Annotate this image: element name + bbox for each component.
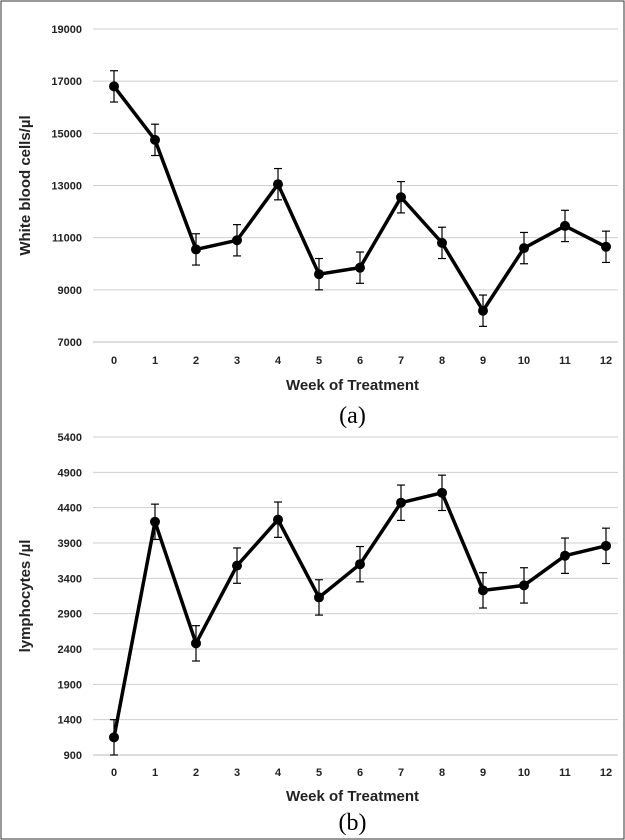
y-tick-label: 17000 <box>51 76 82 88</box>
data-point <box>560 220 570 231</box>
data-point <box>109 732 119 743</box>
y-tick-labels-a: 7000 9000 11000 13000 15000 17000 19000 <box>51 24 82 349</box>
x-tick-label: 4 <box>275 355 282 367</box>
data-points-b <box>109 487 611 743</box>
x-tick-label: 7 <box>398 355 404 367</box>
x-tick-label: 3 <box>234 767 240 779</box>
y-tick-label: 4400 <box>58 503 82 515</box>
x-tick-labels-b: 0 1 2 3 4 5 6 7 8 9 10 11 12 <box>111 767 612 779</box>
data-point <box>191 244 201 255</box>
panel-label-a: (a) <box>339 403 366 429</box>
x-axis-title-b: Week of Treatment <box>286 788 419 805</box>
x-tick-label: 10 <box>518 767 530 779</box>
data-point <box>478 585 488 596</box>
data-point <box>150 134 160 145</box>
data-point <box>109 81 119 92</box>
data-point <box>560 550 570 561</box>
x-axis-title-a: Week of Treatment <box>286 377 419 394</box>
data-point <box>355 262 365 273</box>
x-tick-label: 8 <box>439 355 445 367</box>
y-tick-label: 2400 <box>58 644 82 656</box>
y-tick-label: 4900 <box>58 467 82 479</box>
y-tick-label: 3400 <box>58 573 82 585</box>
x-tick-label: 2 <box>193 767 199 779</box>
data-point <box>314 269 324 280</box>
panel-label-b: (b) <box>339 810 367 836</box>
x-tick-label: 11 <box>559 767 571 779</box>
gridlines-b <box>93 436 618 756</box>
x-tick-label: 10 <box>518 355 530 367</box>
data-point <box>519 580 529 591</box>
data-point <box>437 237 447 248</box>
x-tick-label: 11 <box>559 355 571 367</box>
y-tick-label: 7000 <box>58 337 82 349</box>
x-tick-label: 4 <box>275 767 282 779</box>
x-tick-label: 9 <box>480 767 486 779</box>
y-tick-label: 11000 <box>52 233 82 245</box>
y-axis-title-a: White blood cells/µl <box>17 115 34 255</box>
x-tick-label: 0 <box>111 355 117 367</box>
x-tick-label: 9 <box>480 355 486 367</box>
y-tick-labels-b: 900 1400 1900 2400 2900 3400 3900 4400 4900 5400 <box>58 432 82 762</box>
data-point <box>519 243 529 254</box>
data-point <box>314 592 324 603</box>
data-point <box>273 179 283 190</box>
x-tick-label: 6 <box>357 767 363 779</box>
y-tick-label: 1400 <box>58 715 82 727</box>
y-tick-label: 2900 <box>58 609 82 621</box>
y-tick-label: 9000 <box>58 285 82 297</box>
chart-lymphocytes: 900140019002400290034003900440049005400 … <box>17 432 618 836</box>
x-tick-label: 3 <box>234 355 240 367</box>
data-point <box>437 487 447 498</box>
x-tick-label: 0 <box>111 767 117 779</box>
data-point <box>396 497 406 508</box>
x-tick-label: 6 <box>357 355 363 367</box>
x-tick-label: 5 <box>316 355 322 367</box>
x-tick-label: 8 <box>439 767 445 779</box>
data-points-a <box>109 81 611 316</box>
x-tick-label: 5 <box>316 767 322 779</box>
data-point <box>601 241 611 252</box>
x-tick-label: 2 <box>193 355 199 367</box>
y-tick-label: 5400 <box>58 432 82 444</box>
data-point <box>355 559 365 570</box>
data-point <box>150 516 160 527</box>
data-point <box>478 305 488 316</box>
data-point <box>273 514 283 525</box>
data-point <box>191 638 201 649</box>
x-tick-label: 12 <box>600 767 612 779</box>
data-point <box>396 192 406 203</box>
y-tick-label: 19000 <box>51 24 82 36</box>
y-tick-label: 15000 <box>51 128 82 140</box>
y-tick-label: 1900 <box>58 679 82 691</box>
data-point <box>232 235 242 246</box>
x-tick-label: 1 <box>152 355 158 367</box>
gridlines-a <box>93 28 618 343</box>
y-tick-label: 900 <box>64 750 82 762</box>
y-tick-label: 13000 <box>51 181 82 193</box>
y-axis-title-b: lymphocytes /µl <box>17 540 34 653</box>
x-tick-label: 1 <box>152 767 158 779</box>
x-tick-label: 7 <box>398 767 404 779</box>
data-point <box>232 560 242 571</box>
y-tick-label: 3900 <box>58 538 82 550</box>
x-tick-label: 12 <box>600 355 612 367</box>
x-tick-labels-a: 0 1 2 3 4 5 6 7 8 9 10 11 12 <box>111 355 612 367</box>
data-point <box>601 540 611 551</box>
